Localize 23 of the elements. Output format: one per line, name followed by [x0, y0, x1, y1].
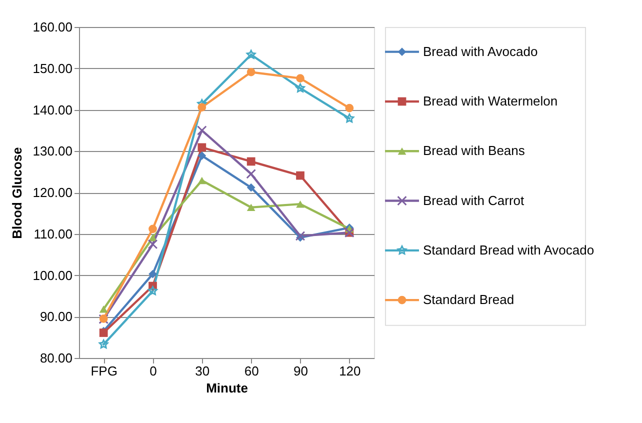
x-axis-title: Minute	[206, 380, 248, 396]
y-tick-label: 140.00	[32, 102, 72, 118]
legend-label: Bread with Watermelon	[423, 93, 558, 108]
y-tick-label: 100.00	[32, 268, 72, 283]
y-tick-label: 90.00	[40, 309, 72, 324]
legend-label: Bread with Carrot	[423, 192, 525, 208]
y-tick-label: 130.00	[32, 144, 72, 159]
x-tick-label: 120	[339, 364, 361, 378]
x-tick-label: 60	[244, 364, 259, 378]
y-tick-label: 110.00	[34, 226, 72, 242]
x-tick-label: 0	[150, 364, 157, 378]
x-tick-label: 90	[294, 364, 308, 378]
x-tick-label: 30	[195, 364, 210, 378]
legend-label: Standard Bread with Avocado	[423, 242, 594, 258]
y-tick-label: 160.00	[32, 20, 72, 34]
y-axis-title: Blood Glucose	[10, 147, 25, 239]
legend-label: Standard Bread	[423, 292, 514, 308]
x-tick-label: FPG	[90, 364, 118, 378]
legend-label: Bread with Avocado	[423, 44, 538, 59]
y-tick-label: 80.00	[40, 350, 72, 366]
legend-label: Bread with Beans	[423, 143, 526, 158]
y-tick-label: 120.00	[32, 185, 72, 200]
y-tick-label: 150.00	[32, 60, 72, 76]
